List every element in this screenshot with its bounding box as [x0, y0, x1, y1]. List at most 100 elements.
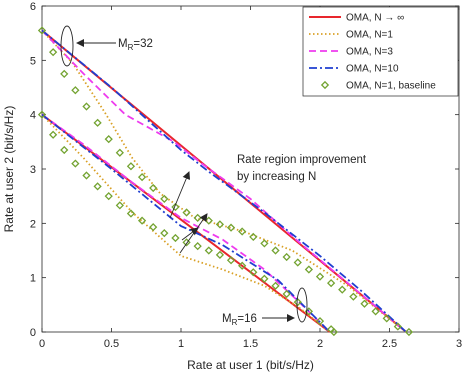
series-line	[41, 113, 331, 333]
series-line	[41, 29, 407, 333]
baseline-marker	[260, 239, 269, 248]
x-axis-label: Rate at user 1 (bit/s/Hz)	[187, 358, 314, 372]
legend-item: OMA, N=10	[309, 64, 399, 75]
baseline-marker	[271, 246, 280, 255]
baseline-marker	[226, 256, 236, 265]
baseline-marker	[360, 299, 369, 308]
improvement-arrow-mid	[181, 227, 199, 241]
legend-label: OMA, N=1, baseline	[346, 81, 436, 92]
improvement-label-line1: Rate region improvement	[237, 154, 367, 166]
x-tick-label: 3	[456, 338, 462, 350]
series-0	[41, 29, 407, 333]
baseline-marker	[315, 272, 325, 281]
baseline-marker	[271, 281, 280, 290]
legend-label: OMA, N → ∞	[346, 13, 404, 24]
x-tick-label: 2	[317, 338, 323, 350]
series-2	[41, 29, 407, 333]
mr16-annotation: MR=16	[222, 287, 308, 327]
baseline-marker	[349, 292, 358, 301]
baseline-marker	[137, 216, 147, 225]
baseline-marker	[193, 242, 202, 251]
y-tick-label: 1	[30, 273, 36, 285]
baseline-marker	[93, 182, 102, 191]
baseline-marker	[327, 278, 336, 288]
mr16-label: MR=16	[222, 313, 257, 327]
mr32-annotation: MR=32	[60, 25, 153, 67]
legend-item: OMA, N=1, baseline	[320, 80, 436, 92]
baseline-marker	[104, 134, 113, 144]
baseline-marker	[338, 285, 347, 294]
baseline-marker	[238, 261, 247, 270]
mr32-label: MR=32	[118, 38, 153, 52]
baseline-marker	[71, 159, 80, 168]
series-line	[41, 29, 407, 333]
baseline-marker	[215, 220, 225, 229]
baseline-marker	[171, 202, 180, 212]
y-tick-label: 6	[30, 1, 36, 13]
baseline-marker	[282, 289, 291, 299]
x-tick-label: 0.5	[104, 338, 119, 350]
baseline-marker	[249, 268, 258, 277]
series-line	[41, 114, 331, 333]
legend-marker	[320, 80, 330, 90]
x-tick-label: 1.5	[243, 338, 258, 350]
baseline-marker	[215, 250, 225, 259]
series-4	[37, 26, 414, 337]
baseline-marker	[404, 327, 414, 337]
y-tick-label: 4	[30, 110, 36, 122]
legend: OMA, N → ∞ OMA, N=1 OMA, N=3 OMA, N=10 OMA, …	[302, 6, 459, 97]
baseline-marker	[104, 192, 113, 201]
legend-item: OMA, N → ∞	[309, 13, 404, 24]
baseline-marker	[37, 110, 47, 119]
y-tick-label: 5	[30, 55, 36, 67]
baseline-marker	[282, 252, 291, 262]
legend-label: OMA, N=10	[346, 64, 399, 75]
baseline-marker	[71, 86, 80, 95]
series-line	[41, 113, 331, 333]
baseline-marker	[329, 327, 339, 337]
baseline-marker	[171, 233, 180, 243]
baseline-marker	[37, 26, 47, 35]
baseline-marker	[137, 173, 147, 182]
baseline-marker	[160, 194, 169, 204]
baseline-marker	[49, 48, 58, 57]
baseline-marker	[382, 314, 391, 323]
baseline-marker	[249, 232, 258, 242]
x-tick-label: 0	[39, 338, 45, 350]
x-tick-label: 1	[178, 338, 184, 350]
y-tick-label: 2	[30, 218, 36, 230]
x-axis-ticks: 0 0.5 1 1.5 2 2.5 3	[39, 6, 462, 350]
baseline-marker	[293, 258, 302, 267]
series-line	[41, 29, 407, 333]
baseline-marker	[371, 307, 380, 316]
y-axis-label: Rate at user 2 (bit/s/Hz)	[2, 106, 16, 233]
legend-label: OMA, N=3	[346, 47, 393, 58]
y-tick-label: 0	[30, 327, 36, 339]
baseline-marker	[160, 228, 169, 238]
x-tick-label: 2.5	[382, 338, 397, 350]
improvement-annotation: Rate region improvement by increasing N	[169, 154, 367, 254]
baseline-marker	[49, 130, 58, 139]
legend-label: OMA, N=1	[346, 30, 393, 41]
baseline-marker	[238, 227, 247, 236]
series-layer	[37, 26, 414, 337]
baseline-marker	[60, 145, 69, 155]
y-tick-label: 3	[30, 164, 36, 176]
baseline-marker	[182, 238, 191, 247]
baseline-marker	[60, 69, 69, 79]
legend-item: OMA, N=3	[309, 47, 393, 58]
legend-box	[302, 6, 459, 97]
baseline-marker	[149, 223, 158, 232]
improvement-label-line2: by increasing N	[237, 171, 316, 183]
baseline-marker	[82, 171, 91, 180]
baseline-marker	[226, 223, 236, 232]
legend-item: OMA, N=1	[309, 30, 393, 41]
baseline-marker	[149, 183, 158, 193]
series-3	[41, 29, 407, 333]
mr16-ellipse	[296, 287, 308, 323]
improvement-arrow-upper	[169, 171, 191, 219]
baseline-marker	[204, 246, 213, 255]
series-line	[41, 29, 407, 333]
baseline-marker	[182, 208, 191, 217]
